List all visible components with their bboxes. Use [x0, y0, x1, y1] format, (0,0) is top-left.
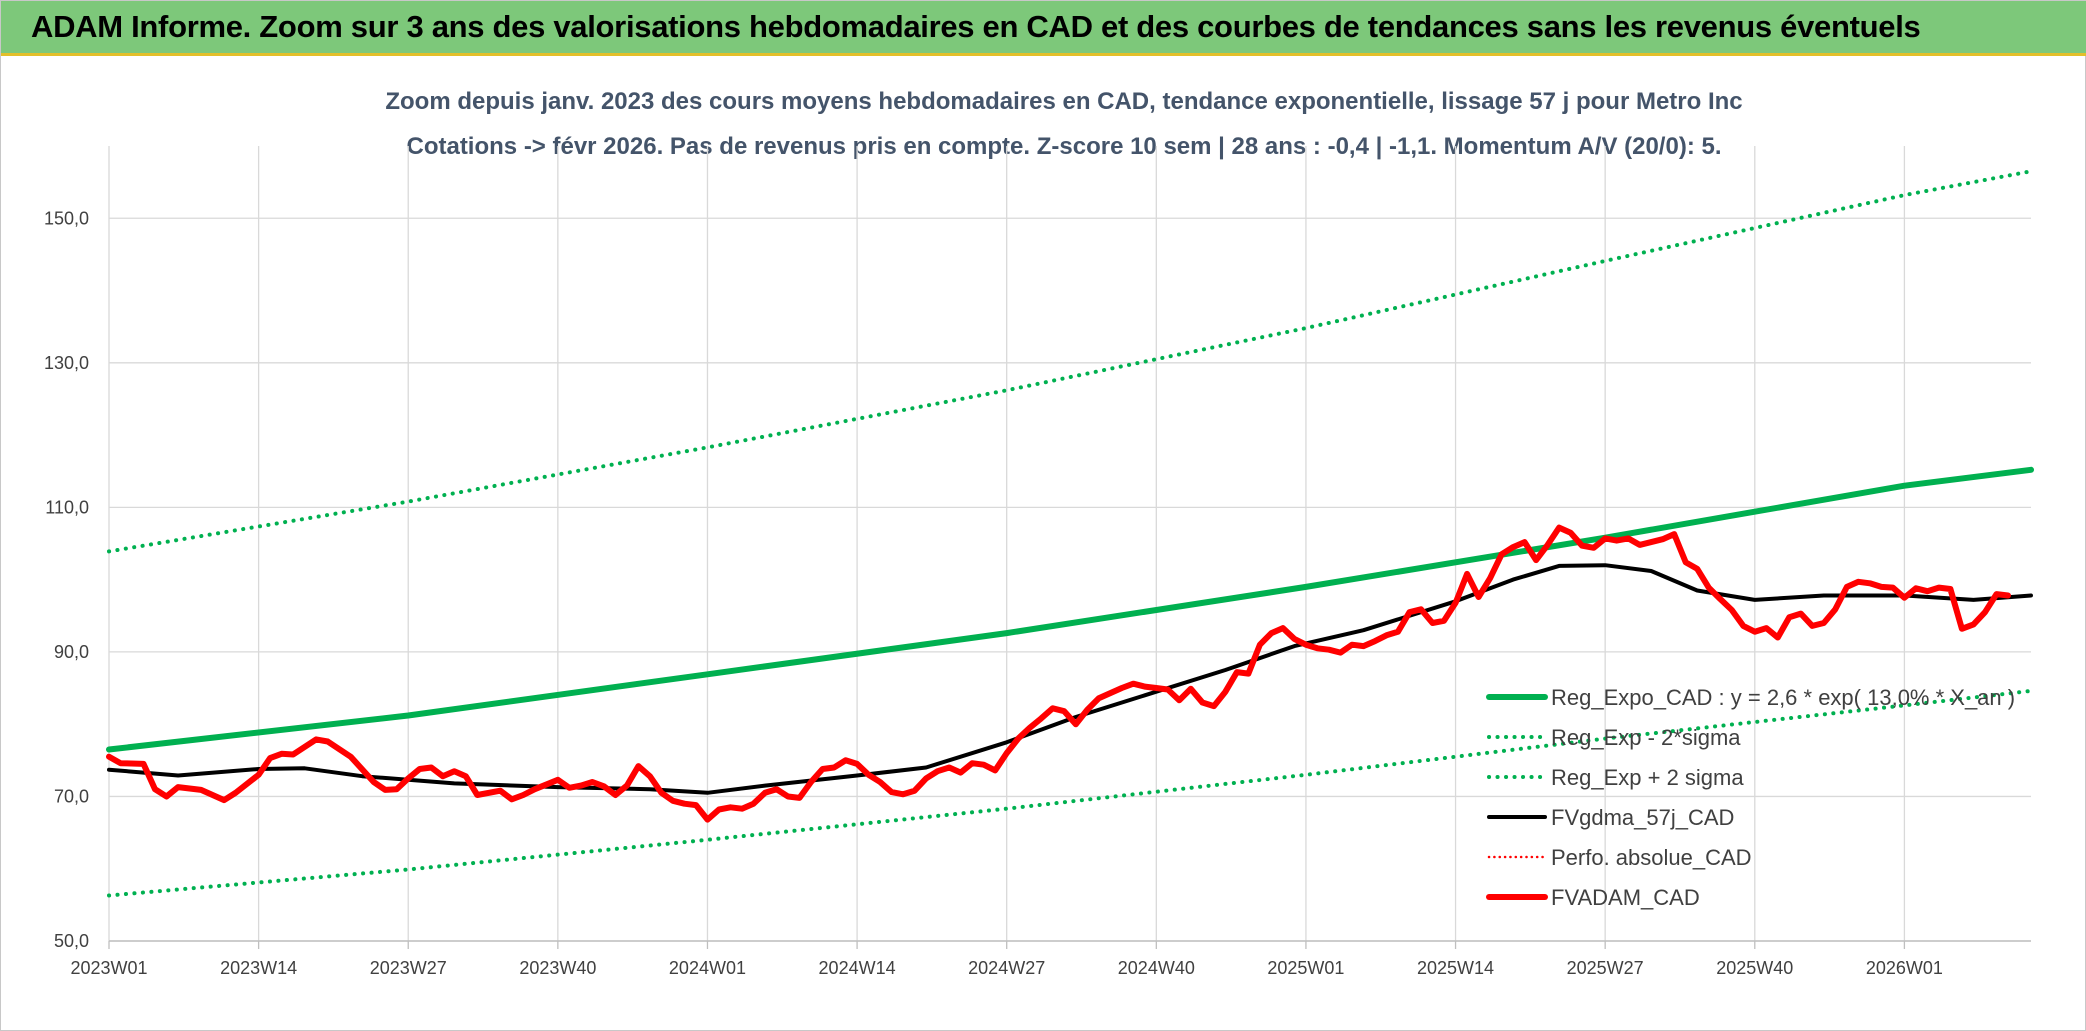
legend-entry: Reg_Exp - 2*sigma [1551, 725, 1741, 750]
legend-entry: Perfo. absolue_CAD [1551, 845, 1752, 870]
chart-subtitle-line-2: Cotations -> févr 2026. Pas de revenus p… [406, 133, 1721, 160]
line-chart: Zoom depuis janv. 2023 des cours moyens … [44, 88, 2034, 978]
series-lines [106, 169, 2034, 898]
x-tick-label: 2024W27 [968, 958, 1045, 978]
chart-subtitle-line-1: Zoom depuis janv. 2023 des cours moyens … [385, 88, 1742, 115]
x-tick-label: 2023W40 [519, 958, 596, 978]
y-tick-label: 90,0 [54, 642, 89, 662]
x-tick-label: 2024W01 [669, 958, 746, 978]
series-line-1 [107, 688, 2033, 898]
legend-entry: Reg_Exp + 2 sigma [1551, 765, 1744, 790]
y-tick-label: 130,0 [44, 353, 89, 373]
report-banner: ADAM Informe. Zoom sur 3 ans des valoris… [1, 1, 2086, 56]
x-tick-label: 2023W14 [220, 958, 297, 978]
legend: Reg_Expo_CAD : y = 2,6 * exp( 13,0% * X_… [1486, 685, 2015, 910]
legend-entry: FVADAM_CAD [1551, 885, 1700, 910]
x-tick-label: 2025W27 [1567, 958, 1644, 978]
x-tick-label: 2023W27 [370, 958, 447, 978]
y-tick-label: 70,0 [54, 786, 89, 806]
x-tick-label: 2024W14 [819, 958, 896, 978]
x-axis: 2023W01 2023W14 2023W27 2023W40 2024W01 2024W… [70, 940, 2031, 978]
series-line-2 [107, 169, 2033, 554]
x-tick-label: 2023W01 [70, 958, 147, 978]
y-tick-label: 110,0 [45, 497, 89, 517]
x-tick-label: 2026W01 [1866, 958, 1943, 978]
y-tick-label: 50,0 [54, 931, 89, 951]
chart-subtitle: Zoom depuis janv. 2023 des cours moyens … [385, 88, 1742, 160]
y-axis: 50,0 70,0 90,0 110,0 130,0 150,0 [44, 208, 89, 951]
report-title: ADAM Informe. Zoom sur 3 ans des valoris… [31, 9, 1921, 44]
y-tick-label: 150,0 [44, 208, 89, 228]
series-line-5 [106, 524, 2011, 823]
x-tick-label: 2025W01 [1267, 958, 1344, 978]
x-tick-label: 2025W40 [1716, 958, 1793, 978]
series-line-3 [107, 563, 2033, 795]
legend-entry: Reg_Expo_CAD : y = 2,6 * exp( 13,0% * X_… [1551, 685, 2015, 710]
legend-entry: FVgdma_57j_CAD [1551, 805, 1734, 830]
x-tick-label: 2024W40 [1118, 958, 1195, 978]
series-line-0 [106, 466, 2034, 753]
gridlines [108, 146, 2031, 942]
x-tick-label: 2025W14 [1417, 958, 1494, 978]
